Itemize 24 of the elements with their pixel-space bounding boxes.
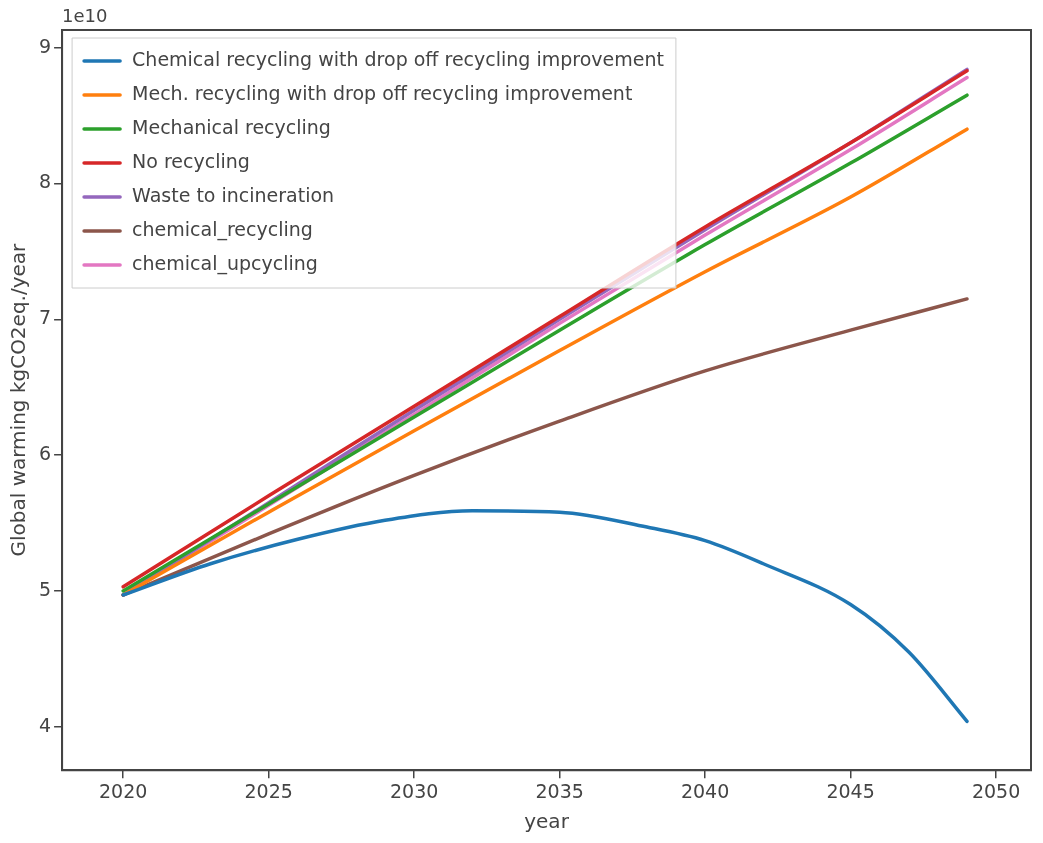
legend-label: No recycling <box>132 149 250 172</box>
y-axis-title: Global warming kgCO2eq./year <box>6 242 31 557</box>
line-series <box>121 509 969 724</box>
y-tick-label: 4 <box>38 713 52 736</box>
y-tick-label: 5 <box>38 577 52 600</box>
x-tick-label: 2040 <box>680 779 730 802</box>
x-tick-label: 2020 <box>99 779 148 802</box>
x-tick-label: 2030 <box>389 779 439 802</box>
x-axis-title: year <box>524 809 570 834</box>
y-tick-label: 9 <box>38 34 52 57</box>
legend-label: Mechanical recycling <box>132 115 331 138</box>
y-tick-label: 8 <box>38 170 52 193</box>
legend-label: chemical_recycling <box>132 217 313 241</box>
legend-label: Mech. recycling with drop off recycling improvement <box>132 81 633 104</box>
x-tick-label: 2025 <box>244 779 293 802</box>
y-tick-label: 7 <box>38 306 52 329</box>
y-tick-label: 6 <box>38 442 52 465</box>
legend-label: Chemical recycling with drop off recycling improvement <box>132 47 664 70</box>
legend-label: chemical_upcycling <box>132 251 318 275</box>
text: 1e10 <box>62 4 108 26</box>
x-tick-label: 2045 <box>826 779 875 802</box>
x-tick-label: 2050 <box>971 779 1021 802</box>
x-tick-label: 2035 <box>535 779 584 802</box>
legend-label: Waste to incineration <box>132 183 335 206</box>
